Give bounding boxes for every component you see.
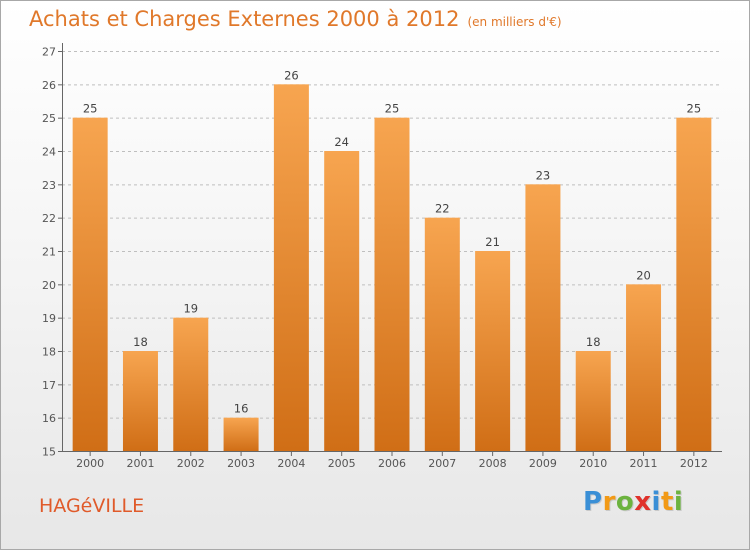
bar-layer [72,84,712,452]
logo-letter: i [673,487,684,517]
bar-2008 [475,251,511,451]
ytick-label: 27 [42,46,56,59]
value-label-2011: 20 [636,268,651,282]
bar-2003 [223,417,259,451]
ytick-label: 22 [42,212,56,225]
xtick-label-2010: 2010 [579,457,607,470]
chart-title: Achats et Charges Externes 2000 à 2012 (e… [29,7,562,31]
label-layer: 25 2000 18 2001 19 2002 16 2003 26 2004 24 2005 25 20… [76,68,708,470]
xtick-label-2002: 2002 [177,457,205,470]
bar-2004 [273,84,309,451]
bar-2009 [525,184,561,452]
logo-letter: t [660,487,674,517]
value-label-2009: 23 [536,168,551,182]
chart-title-text: Achats et Charges Externes 2000 à 2012 [29,7,460,31]
ytick-label: 18 [42,346,56,359]
ytick-label: 26 [42,79,56,92]
xtick-label-2008: 2008 [479,457,507,470]
value-label-2003: 16 [234,402,249,416]
ytick-label: 20 [42,279,56,292]
bar-2012 [676,117,712,452]
xtick-label-2004: 2004 [277,457,305,470]
value-label-2001: 18 [133,335,148,349]
value-label-2007: 22 [435,202,450,216]
logo-letter: i [651,487,661,517]
value-label-2010: 18 [586,335,601,349]
value-label-2000: 25 [83,102,98,116]
logo-letter: r [602,487,616,517]
xtick-label-2012: 2012 [680,457,708,470]
xtick-label-2001: 2001 [126,457,154,470]
ytick-label: 15 [42,446,56,459]
chart-subtitle: (en milliers d'€) [467,15,562,29]
xtick-label-2006: 2006 [378,457,406,470]
city-name: HAGéVILLE [39,495,145,517]
value-label-2008: 21 [485,235,500,249]
ytick-label: 16 [42,412,56,425]
xtick-label-2011: 2011 [630,457,658,470]
logo-letter: o [615,487,635,517]
bar-2002 [173,317,209,451]
value-label-2002: 19 [183,302,198,316]
xtick-label-2000: 2000 [76,457,104,470]
ytick-label: 19 [42,312,56,325]
bar-2006 [374,117,410,452]
value-label-2012: 25 [687,102,702,116]
ytick-label: 24 [42,146,56,159]
ytick-label: 23 [42,179,56,192]
bar-2011 [626,284,662,451]
axis-layer: 15 16 17 18 19 20 21 22 23 24 25 26 27 [42,43,722,459]
bar-2007 [424,217,460,451]
xtick-label-2007: 2007 [428,457,456,470]
value-label-2006: 25 [385,102,400,116]
bar-2005 [324,151,360,451]
value-label-2005: 24 [334,135,349,149]
proxiti-logo: Proxiti [583,487,683,517]
xtick-label-2005: 2005 [328,457,356,470]
bar-2000 [72,117,108,452]
logo-letter: P [583,487,603,517]
bar-2010 [575,351,611,451]
xtick-label-2009: 2009 [529,457,557,470]
xtick-label-2003: 2003 [227,457,255,470]
ytick-label: 17 [42,379,56,392]
value-label-2004: 26 [284,68,299,82]
bar-2001 [122,351,158,451]
ytick-label: 25 [42,112,56,125]
logo-letter: x [634,487,652,517]
ytick-label: 21 [42,246,56,259]
